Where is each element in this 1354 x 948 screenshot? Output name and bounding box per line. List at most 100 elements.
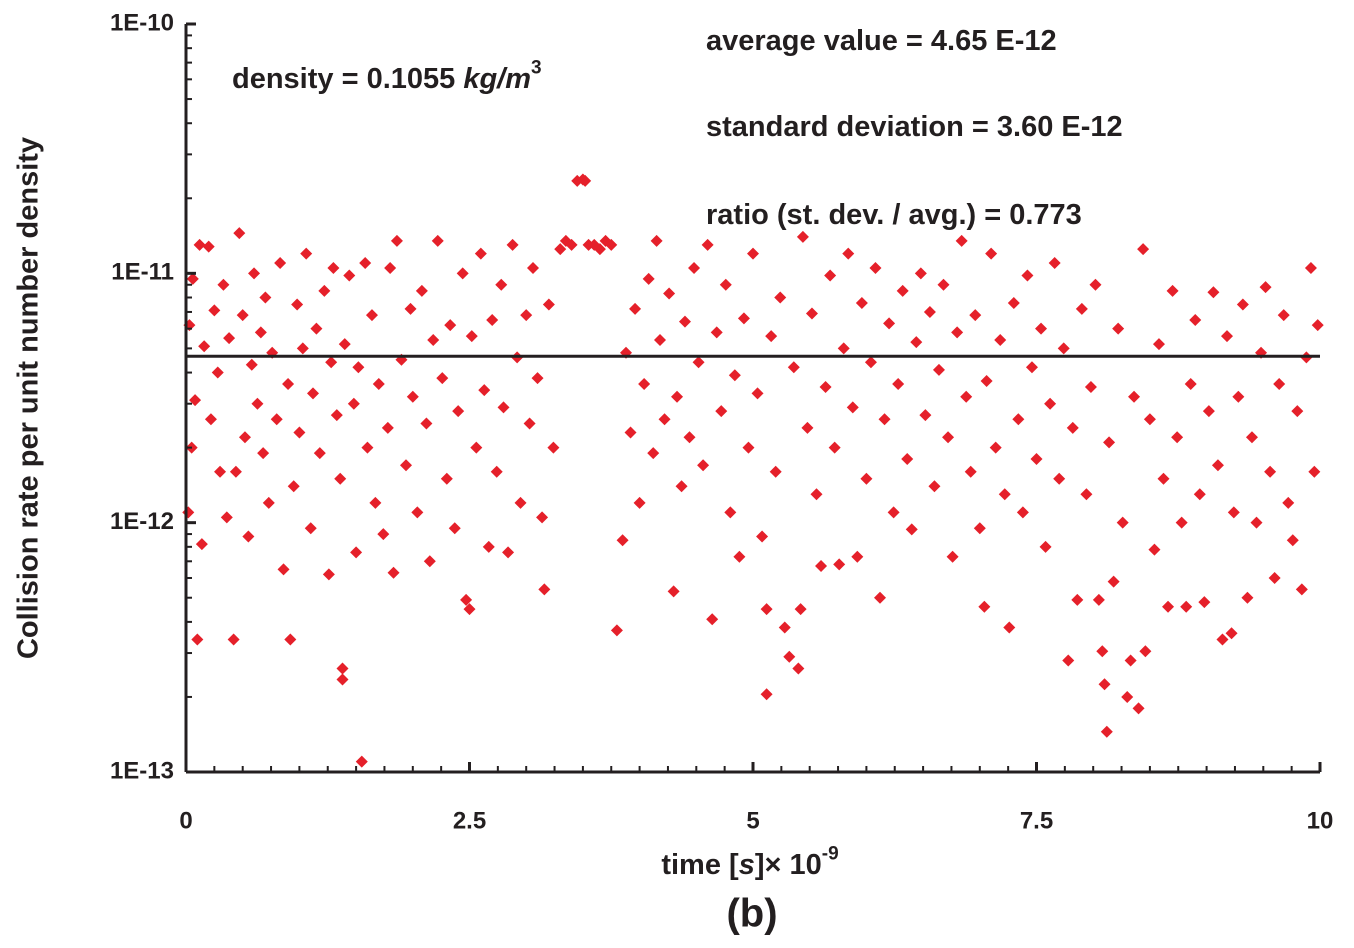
scatter-point — [1308, 465, 1321, 478]
scatter-point — [514, 496, 527, 509]
scatter-point — [675, 480, 688, 493]
scatter-point — [282, 377, 295, 390]
scatter-point — [765, 330, 778, 343]
scatter-point — [238, 431, 251, 444]
scatter-point — [923, 305, 936, 318]
scatter-point — [1124, 654, 1137, 667]
scatter-point — [1304, 262, 1317, 275]
scatter-point — [193, 238, 206, 251]
scatter-point — [404, 302, 417, 315]
scatter-point — [1096, 645, 1109, 658]
caption: (b) — [726, 892, 777, 936]
scatter-point — [914, 267, 927, 280]
scatter-point — [733, 550, 746, 563]
scatter-point — [737, 312, 750, 325]
scatter-point — [616, 534, 629, 547]
scatter-point — [1282, 496, 1295, 509]
scatter-point — [869, 262, 882, 275]
scatter-point — [336, 662, 349, 675]
scatter-point — [318, 284, 331, 297]
scatter-point — [202, 240, 215, 253]
scatter-point — [330, 409, 343, 422]
scatter-point — [1132, 702, 1145, 715]
x-tick-label: 0 — [179, 807, 192, 834]
scatter-point — [420, 417, 433, 430]
text-part: s — [739, 849, 755, 881]
scatter-point — [1286, 534, 1299, 547]
scatter-point — [1264, 465, 1277, 478]
scatter-point — [384, 262, 397, 275]
scatter-point — [828, 441, 841, 454]
scatter-point — [688, 262, 701, 275]
scatter-point — [1277, 309, 1290, 322]
scatter-point — [747, 247, 759, 260]
scatter-point — [381, 421, 394, 434]
text-part: ]× 10 — [755, 849, 822, 881]
scatter-point — [427, 334, 440, 347]
scatter-point — [1121, 690, 1134, 703]
scatter-point — [783, 650, 796, 663]
scatter-point — [327, 262, 340, 275]
scatter-point — [605, 238, 618, 251]
scatter-point — [460, 593, 473, 606]
scatter-point — [671, 390, 684, 403]
scatter-point — [208, 304, 221, 317]
scatter-point — [932, 363, 945, 376]
scatter-point — [1100, 725, 1113, 738]
scatter-point — [593, 243, 606, 256]
scatter-point — [322, 568, 335, 581]
scatter-point — [919, 409, 932, 422]
scatter-point — [1268, 571, 1281, 584]
scatter-point — [1202, 405, 1215, 418]
scatter-point — [423, 555, 436, 568]
scatter-point — [399, 459, 412, 472]
scatter-point — [667, 585, 680, 598]
scatter-point — [1291, 405, 1304, 418]
scatter-point — [805, 307, 818, 320]
scatter-point — [502, 546, 515, 559]
scatter-point — [377, 528, 390, 541]
scatter-point — [629, 302, 642, 315]
scatter-point — [304, 522, 317, 535]
scatter-point — [719, 278, 732, 291]
scatter-point — [683, 431, 696, 444]
scatter-point — [824, 269, 837, 282]
scatter-point — [1152, 338, 1165, 351]
scatter-point — [520, 309, 533, 322]
annotation: average value = 4.65 E-12 — [706, 25, 1057, 57]
scatter-point — [300, 247, 313, 260]
scatter-point — [955, 234, 968, 247]
scatter-point — [633, 496, 646, 509]
scatter-point — [1007, 297, 1020, 310]
scatter-point — [1259, 281, 1272, 294]
scatter-point — [486, 313, 499, 326]
scatter-point — [1003, 621, 1016, 634]
text-part: -9 — [822, 843, 839, 864]
scatter-point — [978, 600, 991, 613]
scatter-point — [701, 238, 714, 251]
scatter-point — [973, 522, 986, 535]
scatter-point — [1311, 319, 1324, 332]
scatter-point — [678, 315, 691, 328]
scatter-point — [565, 238, 578, 251]
text-part: density = 0.1055 — [232, 63, 463, 95]
scatter-point — [742, 441, 755, 454]
scatter-point — [291, 298, 304, 311]
scatter-point — [642, 272, 655, 285]
scatter-point — [1116, 516, 1129, 529]
y-tick-label: 1E-11 — [111, 259, 174, 286]
scatter-point — [338, 338, 351, 351]
scatter-point — [1098, 678, 1111, 691]
scatter-point — [270, 413, 283, 426]
scatter-point — [819, 381, 832, 394]
scatter-point — [482, 540, 495, 553]
scatter-point — [547, 441, 560, 454]
scatter-point — [448, 522, 461, 535]
scatter-point — [182, 506, 195, 519]
scatter-point — [440, 472, 453, 485]
x-tick-label: 5 — [746, 807, 759, 834]
scatter-point — [778, 621, 791, 634]
scatter-point — [310, 322, 323, 335]
scatter-point — [960, 390, 973, 403]
